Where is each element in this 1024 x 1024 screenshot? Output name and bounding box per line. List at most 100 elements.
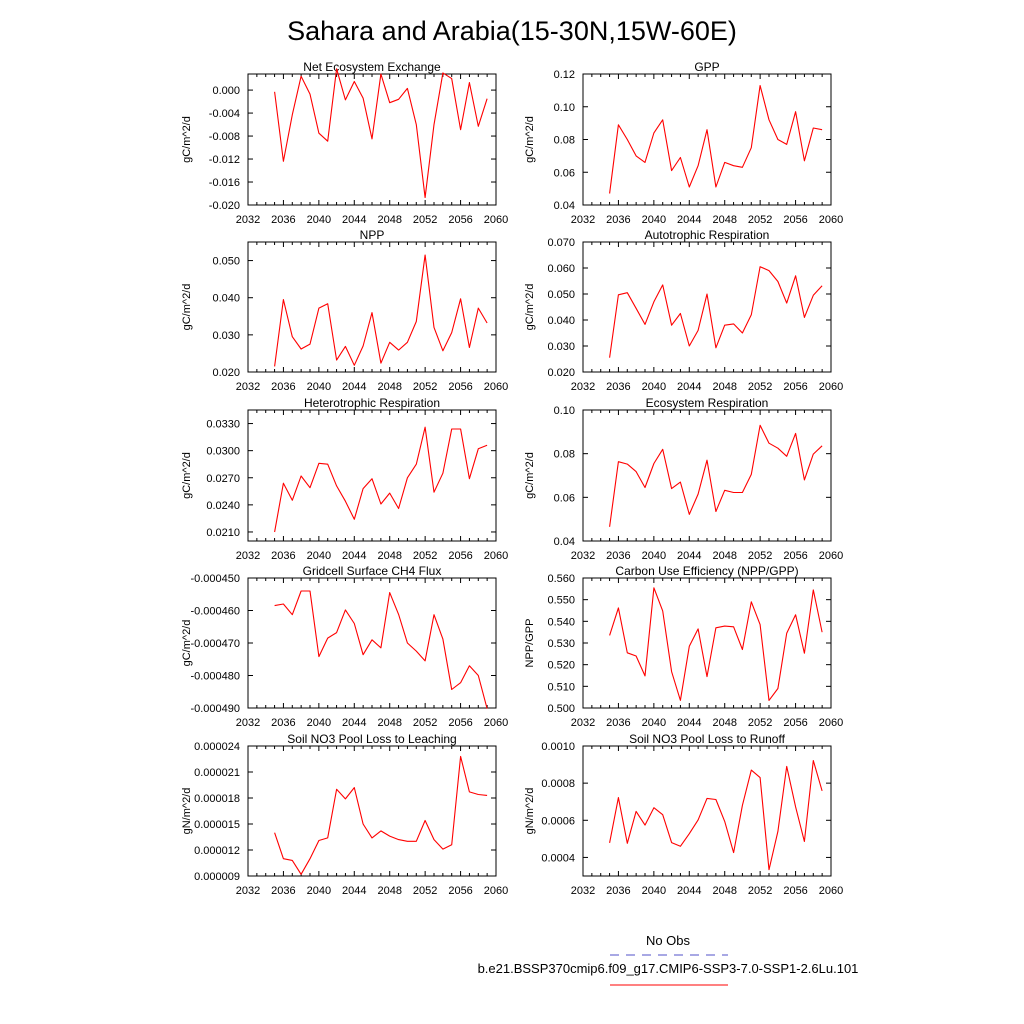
series-line (274, 755, 488, 875)
y-tick-label: 0.020 (212, 367, 240, 379)
x-tick-label: 2044 (342, 885, 366, 897)
x-tick-label: 2040 (307, 550, 331, 562)
y-tick-label: 0.070 (547, 237, 575, 249)
y-tick-label: -0.016 (209, 177, 240, 189)
y-tick-label: 0.06 (554, 492, 575, 504)
panel-title: Autotrophic Respiration (645, 228, 770, 242)
panel-title: Carbon Use Efficiency (NPP/GPP) (615, 564, 798, 578)
x-tick-label: 2052 (413, 550, 437, 562)
x-tick-label: 2044 (677, 550, 701, 562)
y-tick-label: 0.08 (554, 449, 575, 461)
y-tick-label: 0.10 (554, 102, 575, 114)
y-tick-label: 0.0330 (206, 419, 240, 431)
y-tick-label: 0.020 (547, 367, 575, 379)
x-tick-label: 2040 (307, 381, 331, 393)
x-tick-label: 2036 (271, 550, 295, 562)
y-axis-label: gN/m^2/d (524, 788, 536, 835)
x-tick-label: 2060 (484, 550, 508, 562)
x-tick-label: 2040 (642, 550, 666, 562)
x-tick-label: 2056 (448, 381, 472, 393)
x-tick-label: 2036 (606, 214, 630, 226)
x-tick-label: 2048 (377, 381, 401, 393)
panel-title: GPP (694, 60, 719, 74)
x-tick-label: 2060 (484, 381, 508, 393)
x-tick-label: 2032 (236, 550, 260, 562)
y-tick-label: 0.000021 (194, 767, 240, 779)
x-tick-label: 2060 (484, 717, 508, 729)
x-tick-label: 2032 (571, 381, 595, 393)
y-tick-label: 0.530 (547, 638, 575, 650)
x-tick-label: 2048 (712, 885, 736, 897)
x-tick-label: 2060 (819, 717, 843, 729)
x-tick-label: 2060 (484, 885, 508, 897)
plot-frame (582, 577, 832, 709)
x-tick-label: 2056 (448, 550, 472, 562)
x-tick-label: 2056 (783, 214, 807, 226)
panel-title: Soil NO3 Pool Loss to Leaching (287, 732, 456, 746)
x-tick-label: 2052 (413, 214, 437, 226)
x-tick-label: 2036 (271, 717, 295, 729)
x-tick-label: 2048 (377, 885, 401, 897)
x-tick-label: 2044 (342, 550, 366, 562)
x-tick-label: 2056 (783, 550, 807, 562)
x-tick-label: 2040 (307, 717, 331, 729)
panel-8: Carbon Use Efficiency (NPP/GPP) 2032 2036 2… (524, 564, 843, 729)
x-tick-label: 2040 (642, 717, 666, 729)
x-tick-label: 2052 (748, 550, 772, 562)
x-tick-label: 2032 (571, 717, 595, 729)
x-tick-label: 2032 (236, 717, 260, 729)
y-axis-label: gC/m^2/d (181, 452, 193, 499)
series-line (609, 587, 823, 701)
x-tick-label: 2044 (677, 214, 701, 226)
panel-title: Gridcell Surface CH4 Flux (303, 564, 442, 578)
plot-frame (247, 409, 497, 542)
x-tick-label: 2056 (448, 214, 472, 226)
panel-7: Gridcell Surface CH4 Flux 2032 2036 2040 204… (181, 564, 508, 729)
y-tick-label: 0.060 (547, 263, 575, 275)
x-tick-label: 2052 (748, 214, 772, 226)
x-tick-label: 2036 (606, 885, 630, 897)
y-tick-label: 0.050 (547, 289, 575, 301)
x-tick-label: 2044 (342, 717, 366, 729)
x-tick-label: 2060 (819, 885, 843, 897)
x-tick-label: 2032 (571, 885, 595, 897)
series-line (274, 426, 488, 533)
series-line (609, 424, 823, 527)
y-tick-label: 0.0240 (206, 500, 240, 512)
y-axis-label: gC/m^2/d (524, 116, 536, 163)
panel-title: Ecosystem Respiration (646, 396, 769, 410)
y-tick-label: -0.020 (209, 200, 240, 212)
x-tick-label: 2060 (819, 214, 843, 226)
x-tick-label: 2048 (377, 717, 401, 729)
x-tick-label: 2052 (413, 885, 437, 897)
x-tick-label: 2048 (377, 214, 401, 226)
x-tick-label: 2036 (606, 550, 630, 562)
x-tick-label: 2036 (606, 717, 630, 729)
y-tick-label: -0.000450 (190, 573, 240, 585)
y-tick-label: 0.0010 (541, 741, 575, 753)
panel-4: Autotrophic Respiration 2032 2036 2040 2044 2… (524, 228, 843, 393)
y-tick-label: 0.000009 (194, 871, 240, 883)
y-tick-label: 0.510 (547, 681, 575, 693)
y-tick-label: 0.04 (554, 536, 575, 548)
y-tick-label: 0.000018 (194, 793, 240, 805)
x-tick-label: 2040 (307, 885, 331, 897)
x-tick-label: 2048 (712, 550, 736, 562)
x-tick-label: 2048 (712, 381, 736, 393)
y-tick-label: -0.000470 (190, 638, 240, 650)
plot-frame (582, 745, 832, 877)
panel-9: Soil NO3 Pool Loss to Leaching 2032 2036 20… (181, 732, 508, 897)
y-tick-label: 0.12 (554, 69, 575, 81)
y-axis-label: gC/m^2/d (181, 620, 193, 667)
panel-title: Soil NO3 Pool Loss to Runoff (629, 732, 786, 746)
x-tick-label: 2044 (677, 381, 701, 393)
y-axis-label: gC/m^2/d (524, 452, 536, 499)
y-tick-label: -0.008 (209, 131, 240, 143)
x-tick-label: 2052 (748, 717, 772, 729)
y-tick-label: 0.540 (547, 616, 575, 628)
series-line (609, 84, 823, 194)
x-tick-label: 2060 (819, 381, 843, 393)
y-tick-label: -0.004 (209, 108, 240, 120)
panel-title: Heterotrophic Respiration (304, 396, 440, 410)
